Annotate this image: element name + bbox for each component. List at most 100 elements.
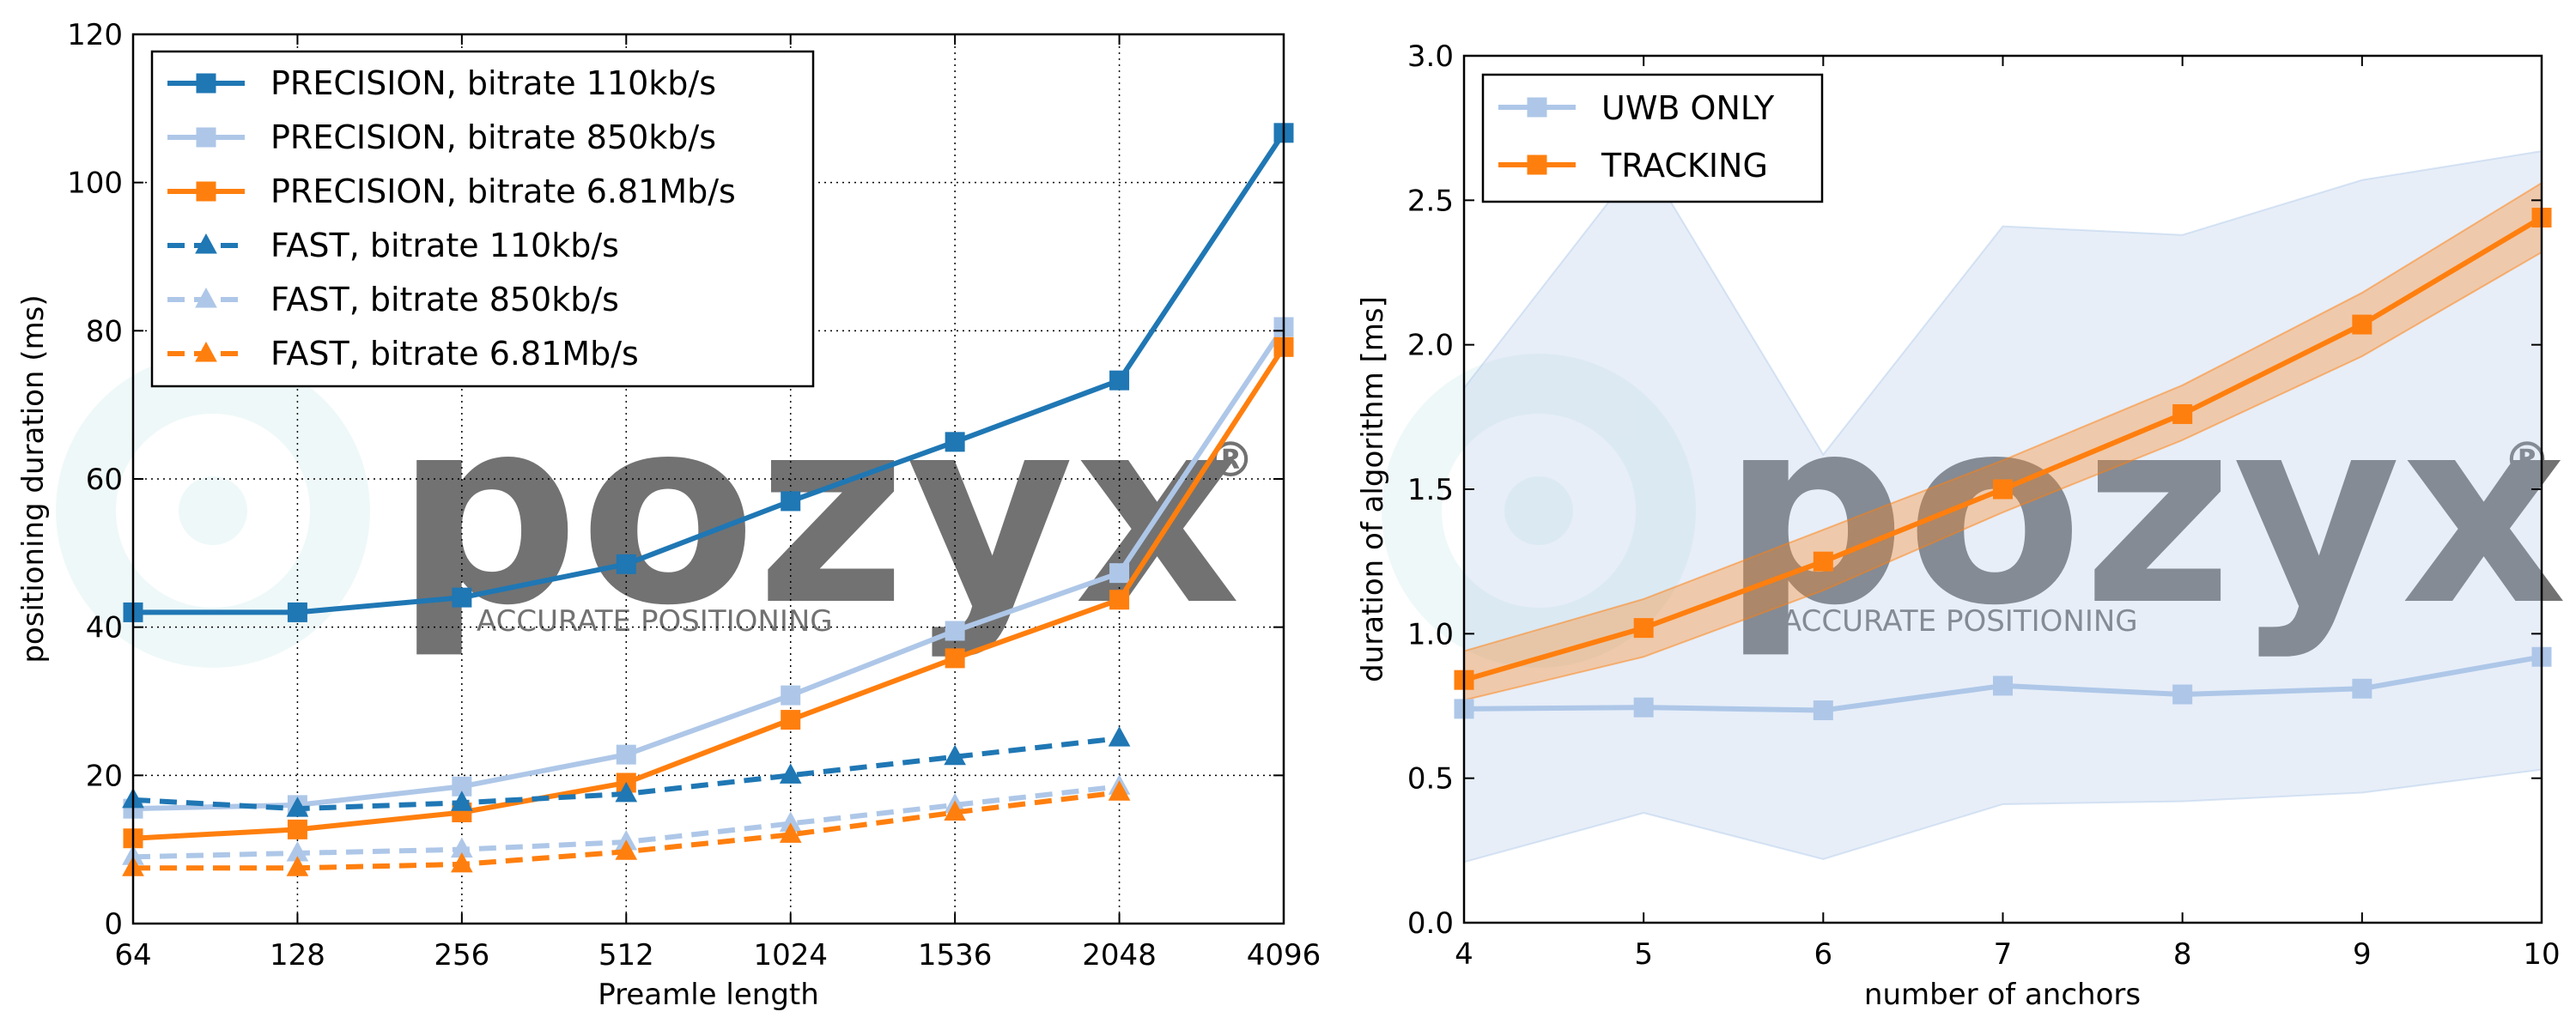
legend-marker — [1527, 154, 1547, 175]
watermark-left: pozyx ® ACCURATE POSITIONING — [56, 354, 1255, 668]
series-line — [133, 131, 1286, 615]
x-axis-label: Preamle length — [598, 978, 819, 1012]
data-point — [1109, 590, 1130, 610]
y-tick-label: 0.0 — [1407, 906, 1454, 941]
legend-label: FAST, bitrate 850kb/s — [270, 281, 619, 318]
x-tick-label: 4096 — [1247, 938, 1321, 972]
y-tick-label: 0 — [104, 907, 123, 942]
data-point — [615, 839, 638, 860]
legend-label: PRECISION, bitrate 110kb/s — [270, 64, 716, 102]
data-point — [1633, 618, 1654, 639]
data-point — [615, 781, 638, 803]
y-axis-label: positioning duration (ms) — [16, 294, 51, 663]
legend-marker — [196, 73, 216, 94]
watermark-registered-right: ® — [2503, 433, 2551, 488]
data-point — [616, 554, 636, 574]
legend-marker — [195, 287, 217, 308]
data-point — [945, 621, 965, 641]
data-point — [287, 819, 307, 839]
y-tick-label: 60 — [86, 463, 123, 497]
y-tick-label: 3.0 — [1407, 39, 1454, 74]
chart-anchors-duration: pozyx ® ACCURATE POSITIONING 4 5 6 7 8 9 10 0.0… — [1356, 39, 2567, 1012]
watermark-tagline-right: ACCURATE POSITIONING — [1782, 604, 2138, 639]
x-tick-label: 1536 — [918, 938, 993, 972]
legend-marker — [195, 233, 217, 254]
watermark-tagline-left: ACCURATE POSITIONING — [477, 604, 833, 639]
legend-label: FAST, bitrate 110kb/s — [270, 227, 619, 264]
data-point — [781, 685, 801, 706]
y-tick-label: 1.0 — [1407, 617, 1454, 651]
data-point — [286, 856, 309, 876]
series-6 — [122, 780, 1131, 876]
data-point — [286, 797, 309, 817]
series-line — [132, 325, 1286, 812]
data-point — [2172, 403, 2193, 424]
data-point — [781, 710, 801, 730]
x-tick-label: 128 — [270, 938, 325, 972]
legend-label: UWB ONLY — [1601, 89, 1775, 127]
x-tick-label: 1024 — [753, 938, 828, 972]
data-point — [1993, 479, 2013, 500]
data-point — [451, 791, 473, 811]
x-tick-label: 4 — [1455, 937, 1473, 972]
y-axis-label: duration of algorithm [ms] — [1356, 296, 1390, 682]
legend-marker — [195, 341, 217, 362]
data-point — [451, 851, 473, 873]
data-point — [779, 763, 802, 784]
y-tick-label: 100 — [67, 167, 123, 201]
data-point — [1108, 726, 1131, 747]
chart-preamble-duration: pozyx ® ACCURATE POSITIONING 64 128 256 512… — [16, 18, 1321, 1012]
legend-label: PRECISION, bitrate 850kb/s — [270, 118, 716, 156]
y-tick-label: 80 — [86, 314, 123, 348]
data-point — [1109, 563, 1130, 584]
data-point — [1813, 551, 1833, 572]
series-line — [132, 345, 1286, 841]
x-tick-label: 6 — [1814, 937, 1833, 972]
y-tick-label: 1.5 — [1407, 473, 1454, 507]
data-point — [1633, 697, 1654, 718]
watermark-brand-right: pozyx — [1722, 362, 2567, 662]
data-point — [2352, 314, 2372, 335]
y-tick-label: 40 — [86, 611, 123, 645]
series-3 — [123, 336, 1294, 849]
data-point — [944, 800, 966, 821]
data-point — [2352, 678, 2372, 699]
data-point — [1109, 370, 1130, 391]
x-tick-label: 8 — [2173, 937, 2192, 972]
x-axis-label: number of anchors — [1864, 978, 2141, 1012]
data-point — [779, 822, 802, 843]
data-point — [945, 648, 965, 669]
y-tick-label: 2.0 — [1407, 329, 1454, 363]
y-tick-label: 120 — [67, 18, 123, 52]
series-1 — [1454, 646, 2552, 721]
tick-marks — [132, 33, 1285, 924]
legend: UWB ONLY TRACKING — [1481, 73, 1824, 203]
tick-labels: 4 5 6 7 8 9 10 0.0 0.5 1.0 1.5 2.0 2.5 3.0 — [1407, 39, 2561, 972]
x-tick-label: 512 — [598, 938, 654, 972]
legend-marker — [196, 127, 216, 148]
y-tick-label: 20 — [86, 759, 123, 793]
x-tick-label: 256 — [434, 938, 489, 972]
data-point — [944, 744, 966, 766]
data-point — [1993, 676, 2013, 696]
watermark-registered-left: ® — [1206, 433, 1255, 488]
data-point — [616, 744, 636, 765]
series-layer — [122, 123, 1294, 876]
series-layer — [1454, 208, 2552, 721]
data-point — [945, 432, 965, 452]
series-1 — [123, 123, 1294, 622]
confidence-bands — [1463, 149, 2543, 863]
data-point — [452, 587, 472, 608]
legend-label: FAST, bitrate 6.81Mb/s — [270, 335, 639, 373]
legend-label: TRACKING — [1601, 147, 1768, 185]
legend-label: PRECISION, bitrate 6.81Mb/s — [270, 173, 736, 210]
legend-box — [1481, 73, 1824, 203]
y-tick-label: 0.5 — [1407, 762, 1454, 797]
x-tick-label: 2048 — [1082, 938, 1157, 972]
x-tick-label: 7 — [1994, 937, 2013, 972]
data-point — [287, 602, 307, 622]
watermark-brand-left: pozyx — [395, 362, 1241, 662]
legend-box — [150, 50, 815, 388]
data-point — [1813, 700, 1833, 721]
